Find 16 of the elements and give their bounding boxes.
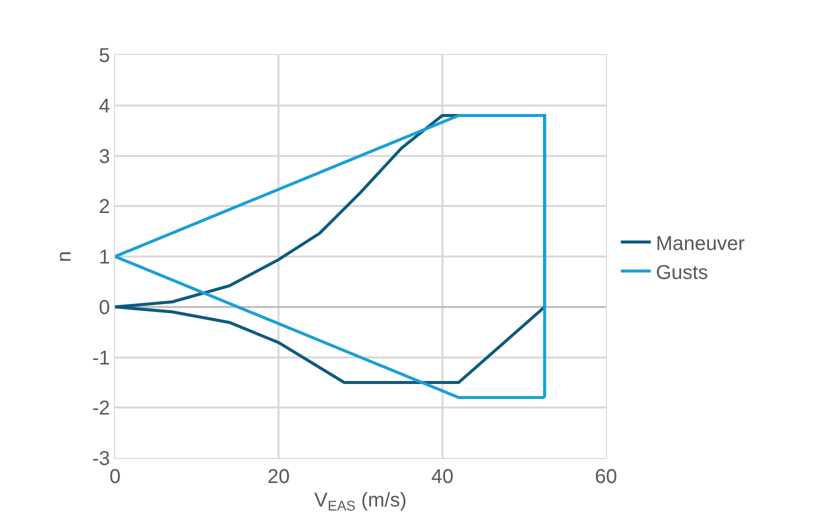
y-tick-label: 3 xyxy=(98,146,110,168)
x-axis-title: V$_{EAS}$ (m/s) xyxy=(314,490,407,514)
legend-label: Maneuver xyxy=(656,232,746,255)
x-tick-label: 40 xyxy=(431,466,454,488)
y-tick-label: 0 xyxy=(98,296,110,319)
y-axis-title: n xyxy=(54,250,76,262)
y-tick-label: 4 xyxy=(98,95,110,118)
y-tick-label: 5 xyxy=(98,45,110,67)
x-tick-label: 20 xyxy=(268,466,290,488)
y-tick-label: -2 xyxy=(92,398,110,420)
x-tick-label: 60 xyxy=(594,466,618,488)
y-tick-label: 1 xyxy=(98,246,110,268)
y-tick-label: -1 xyxy=(92,347,110,370)
legend-label: Gusts xyxy=(656,262,708,284)
y-tick-label: -3 xyxy=(92,448,110,470)
y-tick-label: 2 xyxy=(98,196,110,218)
